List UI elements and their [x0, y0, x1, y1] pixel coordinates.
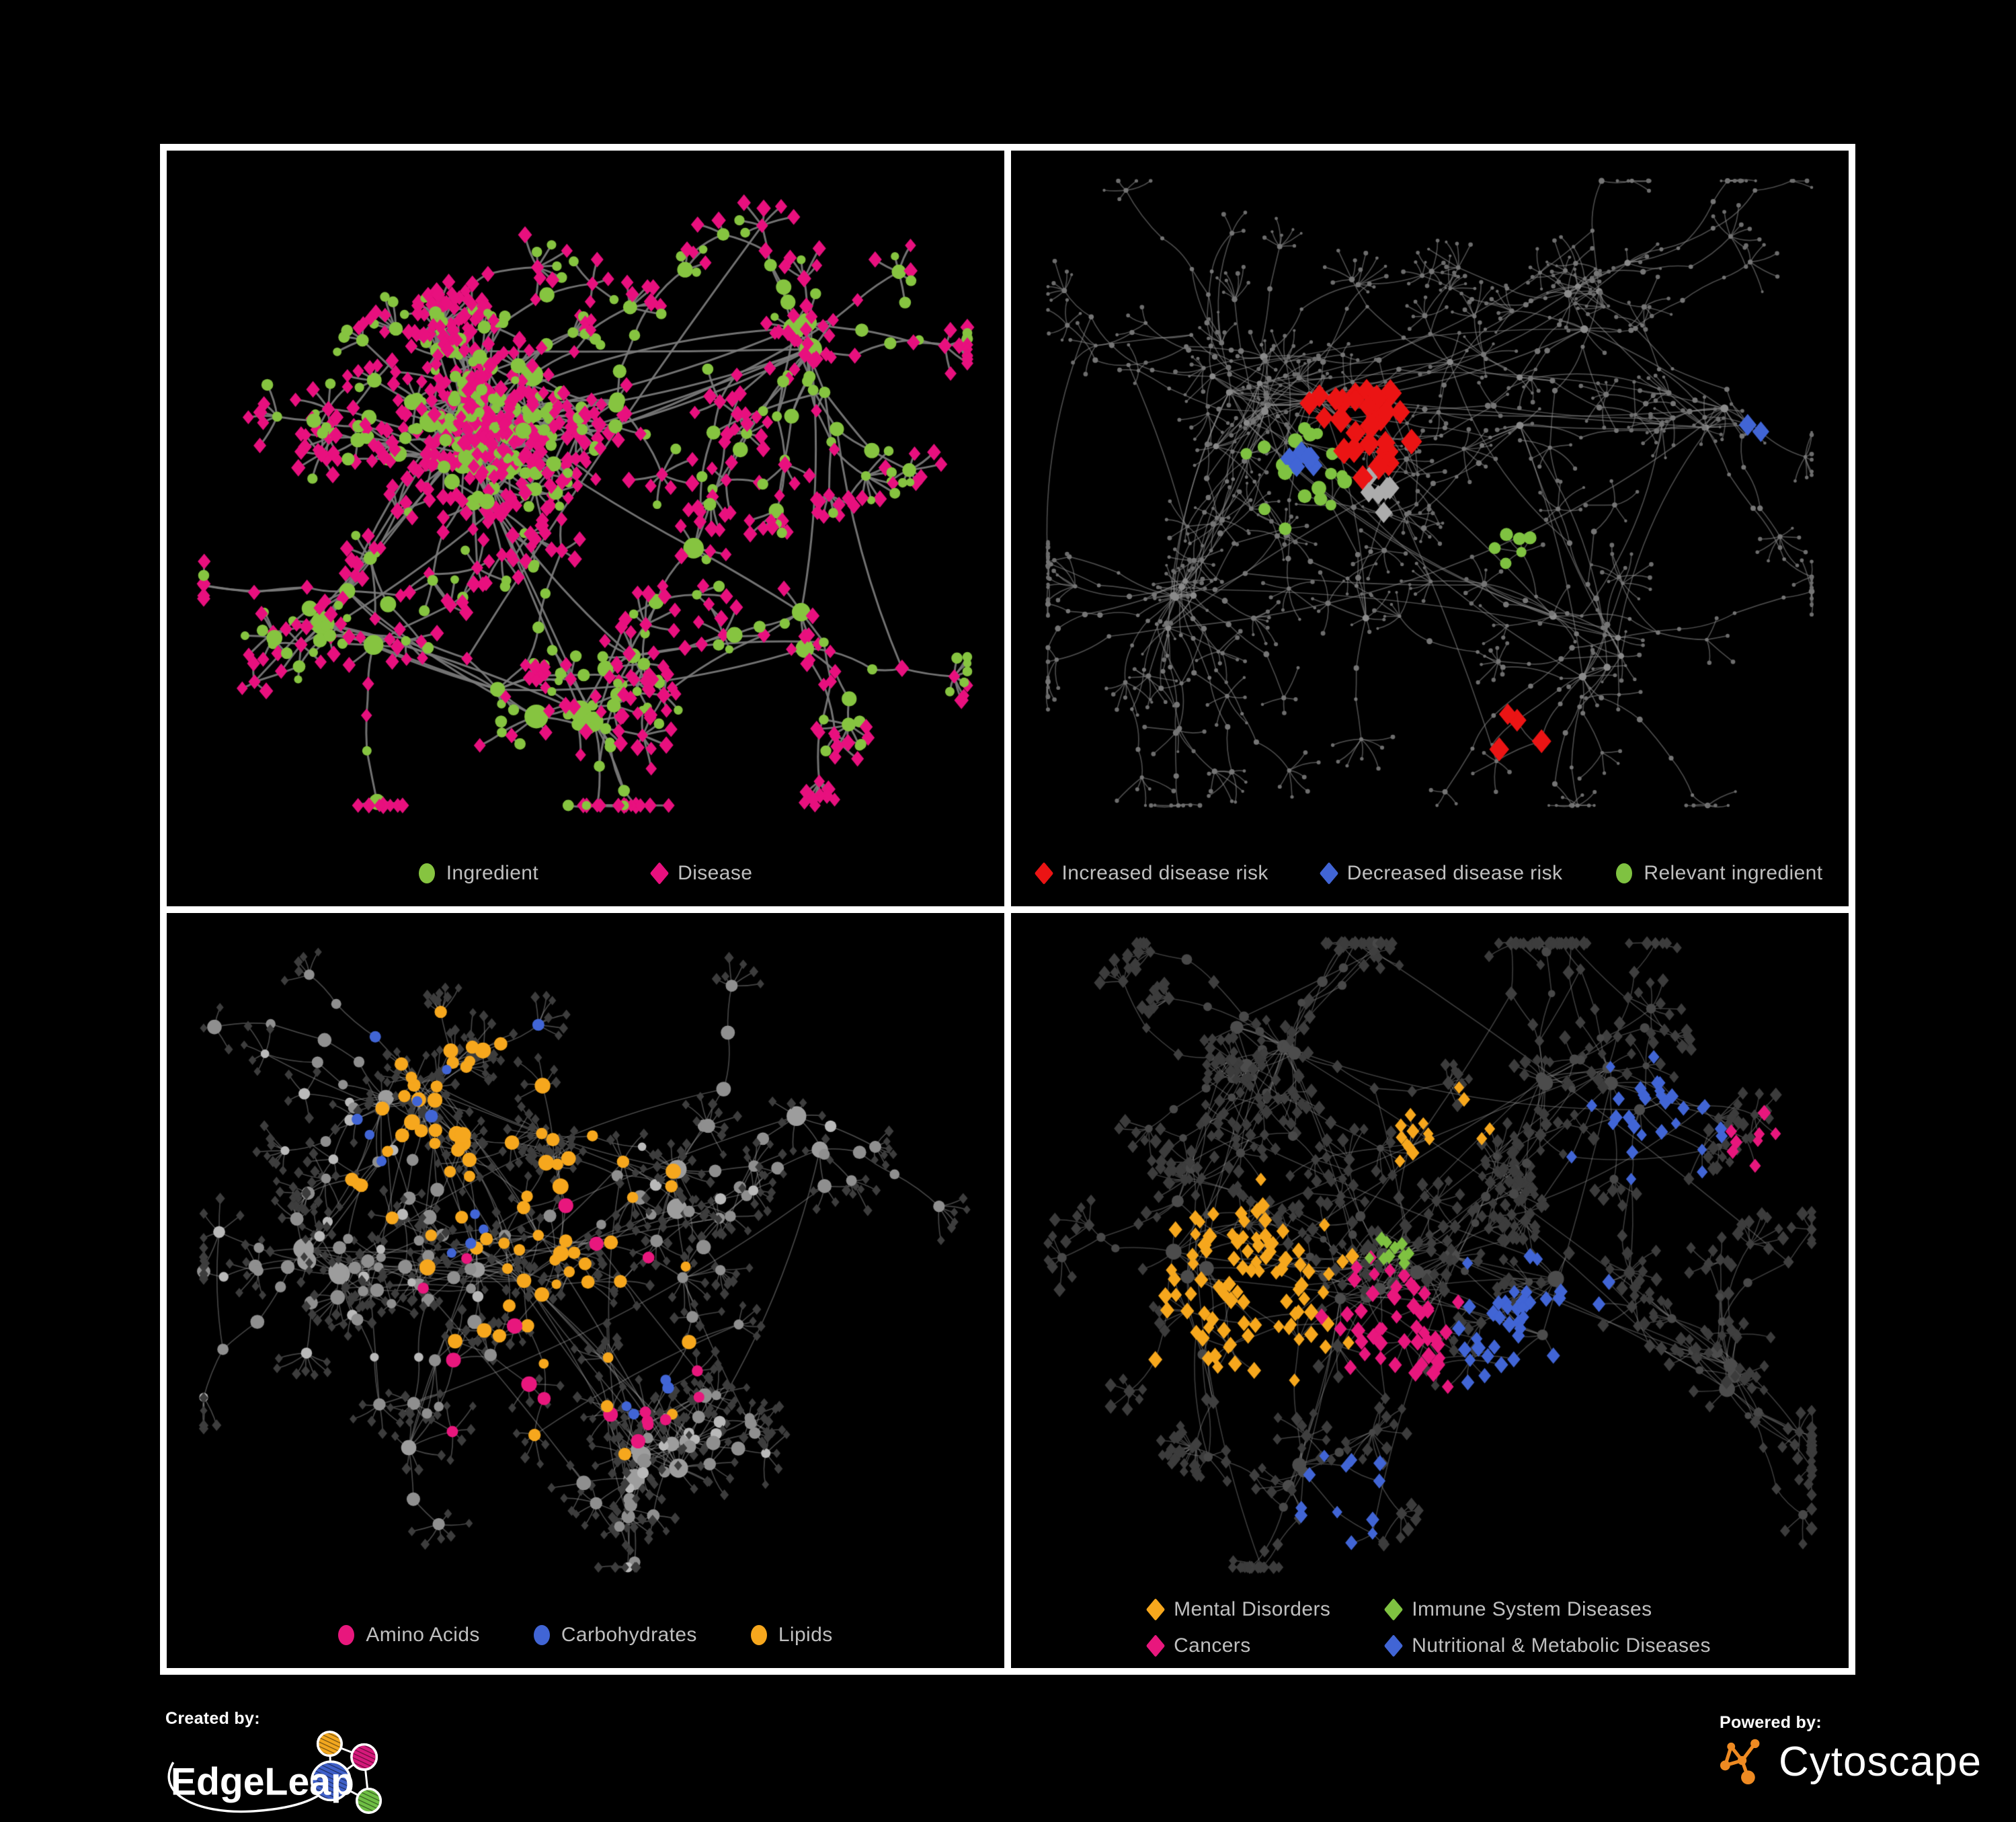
panel-ingredient-classes: Amino Acids Carbohydrates Lipids — [167, 912, 1004, 1668]
legend-label: Cancers — [1174, 1634, 1251, 1657]
disease-classes-network-canvas — [1011, 912, 1849, 1668]
legend-disease-classes: Mental Disorders Immune System Diseases … — [1011, 1598, 1849, 1657]
legend-item: Relevant ingredient — [1616, 862, 1822, 885]
legend-ingredient-disease: Ingredient Disease — [167, 862, 1004, 885]
legend-item: Nutritional & Metabolic Diseases — [1384, 1634, 1711, 1657]
legend-label: Ingredient — [446, 861, 539, 884]
carbohydrates-circle-icon — [533, 1625, 550, 1645]
decreased-risk-diamond-icon — [1319, 861, 1338, 885]
created-by-block: Created by: EdgeLeap — [164, 1709, 393, 1822]
cytoscape-wordmark: Cytoscape — [1779, 1738, 1982, 1785]
legend-label: Nutritional & Metabolic Diseases — [1412, 1634, 1711, 1657]
powered-by-block: Powered by: Cytoscape — [1718, 1713, 1982, 1786]
edgeleap-logo-nodes — [311, 1731, 382, 1814]
legend-item: Ingredient — [418, 861, 539, 885]
edgeleap-wordmark: EdgeLeap — [171, 1761, 354, 1804]
legend-ingredient-classes: Amino Acids Carbohydrates Lipids — [167, 1624, 1004, 1647]
legend-label: Relevant ingredient — [1644, 861, 1823, 884]
legend-label: Decreased disease risk — [1346, 861, 1563, 884]
cytoscape-logo-icon — [1720, 1739, 1760, 1785]
increased-risk-diamond-icon — [1034, 861, 1053, 885]
amino-acids-circle-icon — [338, 1625, 355, 1645]
powered-by-label: Powered by: — [1720, 1713, 1822, 1732]
legend-label: Immune System Diseases — [1412, 1598, 1652, 1620]
nutritional-metabolic-diamond-icon — [1384, 1634, 1404, 1657]
edgeleap-logo: EdgeLeap — [167, 1731, 382, 1814]
relevant-ingredient-circle-icon — [1616, 863, 1633, 883]
cytoscape-icon-nodes — [1720, 1739, 1760, 1785]
legend-item: Mental Disorders — [1145, 1598, 1331, 1621]
panel-grid: Ingredient Disease Increased disease ris… — [160, 144, 1855, 1675]
legend-label: Mental Disorders — [1174, 1598, 1331, 1620]
legend-item: Lipids — [750, 1624, 833, 1647]
immune-system-diseases-diamond-icon — [1384, 1598, 1404, 1621]
panel-disease-risk: Increased disease risk Decreased disease… — [1011, 151, 1849, 906]
lipids-circle-icon — [750, 1625, 767, 1645]
legend-item: Carbohydrates — [533, 1624, 697, 1647]
panel-disease-classes: Mental Disorders Immune System Diseases … — [1011, 912, 1849, 1668]
legend-label: Disease — [678, 861, 753, 884]
legend-label: Carbohydrates — [561, 1624, 697, 1646]
legend-item: Increased disease risk — [1034, 861, 1268, 885]
disease-diamond-icon — [649, 861, 670, 885]
cytoscape-logo-row: Cytoscape — [1718, 1737, 1982, 1786]
ingredient-classes-network-canvas — [167, 912, 1004, 1668]
legend-item: Decreased disease risk — [1319, 861, 1563, 885]
legend-item: Amino Acids — [338, 1624, 479, 1647]
disease-risk-network-canvas — [1011, 151, 1849, 906]
legend-disease-risk: Increased disease risk Decreased disease… — [1011, 862, 1849, 885]
edgeleap-swoosh — [167, 1761, 332, 1813]
mental-disorders-diamond-icon — [1145, 1598, 1166, 1621]
ingredient-disease-network-canvas — [167, 151, 1004, 906]
legend-label: Increased disease risk — [1061, 861, 1268, 884]
created-by-label: Created by: — [165, 1709, 260, 1728]
ingredient-circle-icon — [418, 863, 435, 883]
legend-item: Cancers — [1145, 1634, 1330, 1657]
legend-item: Disease — [649, 861, 753, 885]
legend-item: Immune System Diseases — [1384, 1598, 1711, 1621]
cancers-diamond-icon — [1145, 1634, 1166, 1657]
panel-ingredient-disease: Ingredient Disease — [167, 151, 1004, 906]
legend-label: Amino Acids — [366, 1624, 480, 1646]
legend-label: Lipids — [778, 1624, 833, 1646]
